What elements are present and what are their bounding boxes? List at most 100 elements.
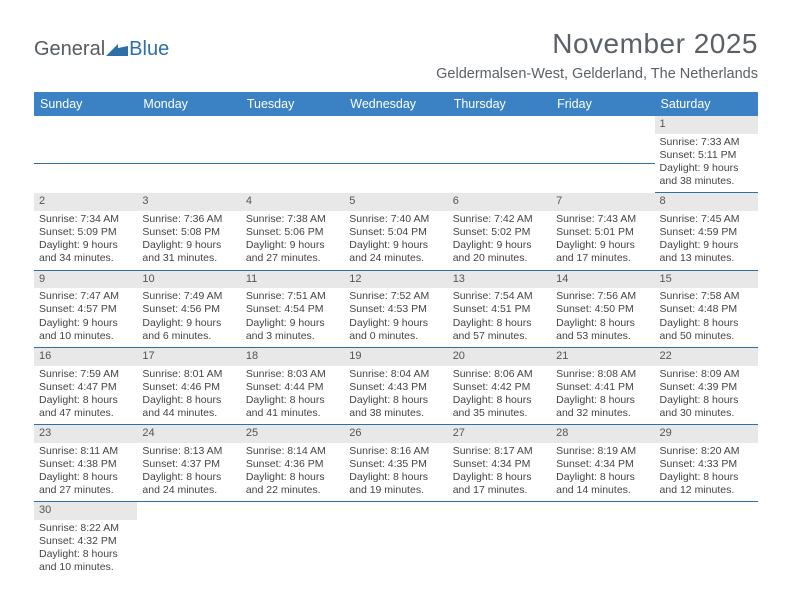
calendar-cell: 27Sunrise: 8:17 AMSunset: 4:34 PMDayligh…	[448, 425, 551, 502]
daylight-line: Daylight: 9 hours and 13 minutes.	[660, 239, 753, 265]
day-number: 22	[655, 348, 758, 366]
calendar-cell: 16Sunrise: 7:59 AMSunset: 4:47 PMDayligh…	[34, 348, 137, 425]
sunset-line: Sunset: 5:08 PM	[142, 226, 235, 239]
calendar-row: 2Sunrise: 7:34 AMSunset: 5:09 PMDaylight…	[34, 193, 758, 270]
daylight-line: Daylight: 8 hours and 44 minutes.	[142, 394, 235, 420]
sunrise-line: Sunrise: 8:14 AM	[246, 445, 339, 458]
calendar-cell: 25Sunrise: 8:14 AMSunset: 4:36 PMDayligh…	[241, 425, 344, 502]
day-body: Sunrise: 8:16 AMSunset: 4:35 PMDaylight:…	[344, 443, 447, 503]
day-number: 19	[344, 348, 447, 366]
calendar-cell: 7Sunrise: 7:43 AMSunset: 5:01 PMDaylight…	[551, 193, 654, 270]
day-header-row: Sunday Monday Tuesday Wednesday Thursday…	[34, 92, 758, 116]
day-number: 26	[344, 425, 447, 443]
daylight-line: Daylight: 8 hours and 12 minutes.	[660, 471, 753, 497]
day-body: Sunrise: 7:56 AMSunset: 4:50 PMDaylight:…	[551, 288, 654, 348]
sunset-line: Sunset: 4:46 PM	[142, 381, 235, 394]
calendar-row: 1Sunrise: 7:33 AMSunset: 5:11 PMDaylight…	[34, 116, 758, 193]
sunrise-line: Sunrise: 8:09 AM	[660, 368, 753, 381]
header: General Blue November 2025 Geldermalsen-…	[34, 28, 758, 82]
empty-cell	[655, 502, 758, 558]
empty-cell-body	[137, 116, 240, 164]
empty-cell-body	[551, 116, 654, 164]
daylight-line: Daylight: 9 hours and 0 minutes.	[349, 317, 442, 343]
sunset-line: Sunset: 4:35 PM	[349, 458, 442, 471]
sunset-line: Sunset: 4:36 PM	[246, 458, 339, 471]
calendar-cell: 10Sunrise: 7:49 AMSunset: 4:56 PMDayligh…	[137, 271, 240, 348]
logo-general: Genera	[34, 38, 101, 61]
empty-cell-body	[241, 116, 344, 164]
sunrise-line: Sunrise: 7:51 AM	[246, 290, 339, 303]
sunrise-line: Sunrise: 7:56 AM	[556, 290, 649, 303]
calendar-cell: 28Sunrise: 8:19 AMSunset: 4:34 PMDayligh…	[551, 425, 654, 502]
calendar-cell: 3Sunrise: 7:36 AMSunset: 5:08 PMDaylight…	[137, 193, 240, 270]
calendar-cell	[137, 116, 240, 193]
calendar-row: 30Sunrise: 8:22 AMSunset: 4:32 PMDayligh…	[34, 502, 758, 578]
day-body: Sunrise: 7:58 AMSunset: 4:48 PMDaylight:…	[655, 288, 758, 348]
sunrise-line: Sunrise: 8:06 AM	[453, 368, 546, 381]
sunset-line: Sunset: 4:47 PM	[39, 381, 132, 394]
calendar-cell: 26Sunrise: 8:16 AMSunset: 4:35 PMDayligh…	[344, 425, 447, 502]
day-number: 4	[241, 193, 344, 211]
sunset-line: Sunset: 5:01 PM	[556, 226, 649, 239]
day-number: 20	[448, 348, 551, 366]
day-number: 13	[448, 271, 551, 289]
dayhead-thu: Thursday	[448, 92, 551, 116]
empty-cell	[551, 502, 654, 558]
sunrise-line: Sunrise: 7:33 AM	[660, 136, 753, 149]
empty-cell	[241, 502, 344, 558]
day-body: Sunrise: 8:13 AMSunset: 4:37 PMDaylight:…	[137, 443, 240, 503]
calendar-cell: 11Sunrise: 7:51 AMSunset: 4:54 PMDayligh…	[241, 271, 344, 348]
sunset-line: Sunset: 4:53 PM	[349, 303, 442, 316]
daylight-line: Daylight: 9 hours and 6 minutes.	[142, 317, 235, 343]
day-body: Sunrise: 8:11 AMSunset: 4:38 PMDaylight:…	[34, 443, 137, 503]
sunset-line: Sunset: 4:32 PM	[39, 535, 132, 548]
sunset-line: Sunset: 4:41 PM	[556, 381, 649, 394]
sunset-line: Sunset: 4:38 PM	[39, 458, 132, 471]
day-body: Sunrise: 8:19 AMSunset: 4:34 PMDaylight:…	[551, 443, 654, 503]
sunset-line: Sunset: 4:33 PM	[660, 458, 753, 471]
sunrise-line: Sunrise: 7:49 AM	[142, 290, 235, 303]
calendar-cell	[241, 502, 344, 578]
dayhead-mon: Monday	[137, 92, 240, 116]
sunrise-line: Sunrise: 7:54 AM	[453, 290, 546, 303]
day-body: Sunrise: 8:20 AMSunset: 4:33 PMDaylight:…	[655, 443, 758, 503]
daylight-line: Daylight: 8 hours and 50 minutes.	[660, 317, 753, 343]
calendar-cell: 5Sunrise: 7:40 AMSunset: 5:04 PMDaylight…	[344, 193, 447, 270]
daylight-line: Daylight: 8 hours and 32 minutes.	[556, 394, 649, 420]
calendar-row: 9Sunrise: 7:47 AMSunset: 4:57 PMDaylight…	[34, 271, 758, 348]
calendar-cell: 30Sunrise: 8:22 AMSunset: 4:32 PMDayligh…	[34, 502, 137, 578]
daylight-line: Daylight: 8 hours and 38 minutes.	[349, 394, 442, 420]
sunset-line: Sunset: 4:51 PM	[453, 303, 546, 316]
day-body: Sunrise: 8:14 AMSunset: 4:36 PMDaylight:…	[241, 443, 344, 503]
sunrise-line: Sunrise: 8:01 AM	[142, 368, 235, 381]
sunset-line: Sunset: 4:42 PM	[453, 381, 546, 394]
daylight-line: Daylight: 9 hours and 34 minutes.	[39, 239, 132, 265]
sunrise-line: Sunrise: 7:47 AM	[39, 290, 132, 303]
calendar-body: 1Sunrise: 7:33 AMSunset: 5:11 PMDaylight…	[34, 116, 758, 579]
day-number: 27	[448, 425, 551, 443]
day-body: Sunrise: 8:09 AMSunset: 4:39 PMDaylight:…	[655, 366, 758, 426]
sunrise-line: Sunrise: 7:42 AM	[453, 213, 546, 226]
calendar-table: Sunday Monday Tuesday Wednesday Thursday…	[34, 92, 758, 579]
day-number: 3	[137, 193, 240, 211]
calendar-cell: 9Sunrise: 7:47 AMSunset: 4:57 PMDaylight…	[34, 271, 137, 348]
daylight-line: Daylight: 8 hours and 22 minutes.	[246, 471, 339, 497]
sunset-line: Sunset: 4:59 PM	[660, 226, 753, 239]
day-number: 6	[448, 193, 551, 211]
day-number: 14	[551, 271, 654, 289]
title-block: November 2025 Geldermalsen-West, Gelderl…	[436, 28, 758, 82]
daylight-line: Daylight: 8 hours and 47 minutes.	[39, 394, 132, 420]
sunrise-line: Sunrise: 8:19 AM	[556, 445, 649, 458]
sunset-line: Sunset: 4:37 PM	[142, 458, 235, 471]
calendar-cell	[344, 502, 447, 578]
sunrise-line: Sunrise: 8:17 AM	[453, 445, 546, 458]
day-body: Sunrise: 7:54 AMSunset: 4:51 PMDaylight:…	[448, 288, 551, 348]
logo-blue: Blue	[129, 38, 169, 61]
day-body: Sunrise: 7:52 AMSunset: 4:53 PMDaylight:…	[344, 288, 447, 348]
logo-l: l	[101, 38, 105, 61]
day-number: 10	[137, 271, 240, 289]
daylight-line: Daylight: 9 hours and 3 minutes.	[246, 317, 339, 343]
day-body: Sunrise: 7:40 AMSunset: 5:04 PMDaylight:…	[344, 211, 447, 271]
daylight-line: Daylight: 8 hours and 14 minutes.	[556, 471, 649, 497]
day-body: Sunrise: 7:47 AMSunset: 4:57 PMDaylight:…	[34, 288, 137, 348]
